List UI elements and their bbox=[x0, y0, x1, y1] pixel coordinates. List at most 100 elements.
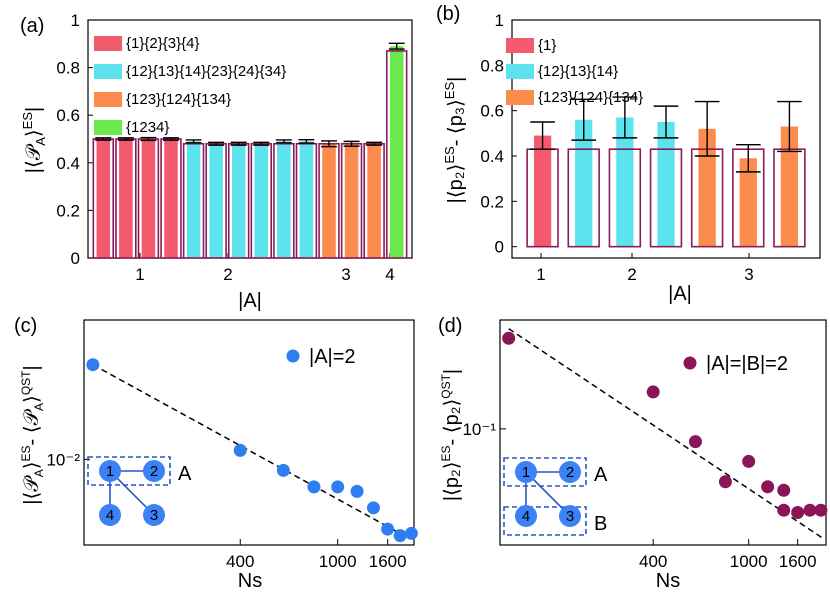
y-axis-label-part: - ⟨p₂⟩ bbox=[441, 399, 463, 446]
data-point bbox=[366, 501, 380, 515]
y-axis-label-part: QST bbox=[439, 373, 453, 398]
bar bbox=[231, 143, 246, 258]
bar bbox=[119, 139, 133, 258]
x-tick-label: 2 bbox=[223, 265, 232, 284]
bar bbox=[389, 46, 404, 259]
legend-entry: {1} bbox=[538, 37, 556, 54]
legend-entry: {123}{124}{134} bbox=[538, 89, 643, 106]
bar bbox=[780, 126, 799, 247]
y-axis-label-part: ⟩ bbox=[21, 461, 43, 469]
subsystem-label: A bbox=[178, 463, 192, 485]
plot-frame bbox=[83, 319, 415, 546]
data-point bbox=[777, 503, 791, 517]
graph-node-label: 1 bbox=[522, 464, 530, 481]
y-axis-label-part: - ⟨p₃⟩ bbox=[445, 99, 467, 146]
legend-swatch bbox=[506, 38, 534, 53]
legend-swatch bbox=[94, 36, 122, 51]
y-tick-label: 0.2 bbox=[480, 192, 504, 211]
x-tick-label: 1600 bbox=[779, 552, 817, 571]
bar bbox=[277, 141, 291, 258]
data-point bbox=[803, 503, 817, 517]
legend-entry: |A|=2 bbox=[309, 346, 356, 368]
legend-swatch bbox=[506, 90, 534, 105]
x-tick-label: 1 bbox=[536, 265, 545, 284]
graph-node-label: 1 bbox=[106, 463, 114, 480]
plot-frame bbox=[87, 19, 413, 259]
y-tick-label: 0.8 bbox=[480, 56, 504, 75]
subsystem-label: B bbox=[594, 513, 607, 535]
y-tick-label: 0.4 bbox=[480, 147, 504, 166]
bar bbox=[254, 143, 269, 258]
data-point bbox=[404, 526, 418, 540]
y-axis-label-part: |⟨𝒫 bbox=[23, 143, 45, 173]
panel-label: (a) bbox=[20, 15, 44, 37]
y-axis-label-part: |⟨p₂⟩ bbox=[441, 461, 463, 501]
graph-inset: A 1 2 3 4 bbox=[87, 456, 192, 526]
bar bbox=[141, 139, 156, 258]
legend-entry: {1}{2}{3}{4} bbox=[126, 35, 199, 52]
plot-frame bbox=[499, 319, 827, 546]
legend-marker bbox=[683, 356, 697, 370]
data-point bbox=[381, 522, 395, 536]
y-axis-label-part: QST bbox=[19, 370, 33, 395]
graph-node-label: 4 bbox=[106, 507, 114, 524]
data-point bbox=[777, 483, 791, 497]
y-axis-label: |⟨p₂⟩ES- ⟨p₂⟩QST| bbox=[439, 369, 463, 501]
x-axis-label: Ns bbox=[238, 570, 262, 592]
x-tick-label: 1600 bbox=[369, 552, 407, 571]
y-axis-label-part: | bbox=[21, 365, 43, 370]
bar bbox=[739, 158, 757, 247]
graph-node bbox=[99, 460, 121, 482]
reference-bar bbox=[385, 50, 408, 259]
y-tick-label: 0 bbox=[71, 249, 80, 268]
y-axis-label-part: | bbox=[23, 107, 45, 112]
y-axis-label-part: A bbox=[33, 137, 48, 146]
bar bbox=[299, 141, 314, 258]
graph-node-label: 2 bbox=[566, 464, 574, 481]
y-axis-label: |⟨𝒫A⟩ES- ⟨𝒫A⟩QST| bbox=[19, 365, 46, 504]
data-point bbox=[393, 529, 407, 543]
x-tick-label: 4 bbox=[385, 265, 394, 284]
y-axis-label-part: A bbox=[32, 469, 46, 477]
legend-entry: {12}{13}{14} bbox=[538, 63, 618, 80]
bar bbox=[164, 139, 178, 258]
y-tick-label: 0.6 bbox=[56, 106, 80, 125]
graph-inset: A B 1 2 3 4 bbox=[503, 457, 608, 536]
y-tick-label: 0.2 bbox=[56, 201, 80, 220]
data-point bbox=[502, 331, 516, 345]
graph-node bbox=[515, 505, 537, 527]
y-axis-label-part: - ⟨𝒫 bbox=[21, 408, 43, 445]
data-point bbox=[718, 475, 732, 489]
y-axis-label-part: ES bbox=[442, 146, 457, 164]
graph-node bbox=[559, 461, 581, 483]
reference-bar bbox=[182, 142, 205, 259]
graph-node bbox=[143, 504, 165, 526]
graph-node-label: 3 bbox=[566, 508, 574, 525]
bar bbox=[575, 119, 593, 247]
fit-line bbox=[508, 328, 824, 540]
x-tick-label: 400 bbox=[226, 552, 254, 571]
y-axis-label-part: |⟨𝒫 bbox=[21, 475, 43, 505]
legend-marker bbox=[286, 349, 300, 363]
bar bbox=[209, 143, 223, 258]
legend-swatch bbox=[94, 120, 122, 135]
x-tick-label: 1000 bbox=[319, 552, 357, 571]
panel-a: 0 0.2 0.4 0.6 0.8 1 1 2 3 4 {1}{2}{3}{4} {12}{13}{1… bbox=[20, 11, 413, 312]
x-tick-label: 1 bbox=[135, 265, 144, 284]
data-point bbox=[276, 463, 290, 477]
graph-node-label: 2 bbox=[150, 463, 158, 480]
legend-swatch bbox=[94, 92, 122, 107]
y-axis-label-part: |⟨p₂⟩ bbox=[445, 164, 467, 204]
legend-swatch bbox=[94, 64, 122, 79]
bar bbox=[698, 128, 716, 247]
legend-entry: {12}{13}{14}{23}{24}{34} bbox=[126, 63, 286, 80]
plot-frame bbox=[511, 19, 821, 259]
data-point bbox=[688, 435, 702, 449]
y-axis-label-part: ES bbox=[442, 82, 457, 100]
y-tick-label: 0.6 bbox=[480, 102, 504, 121]
bar bbox=[96, 139, 111, 258]
graph-node bbox=[143, 460, 165, 482]
data-point bbox=[331, 480, 345, 494]
